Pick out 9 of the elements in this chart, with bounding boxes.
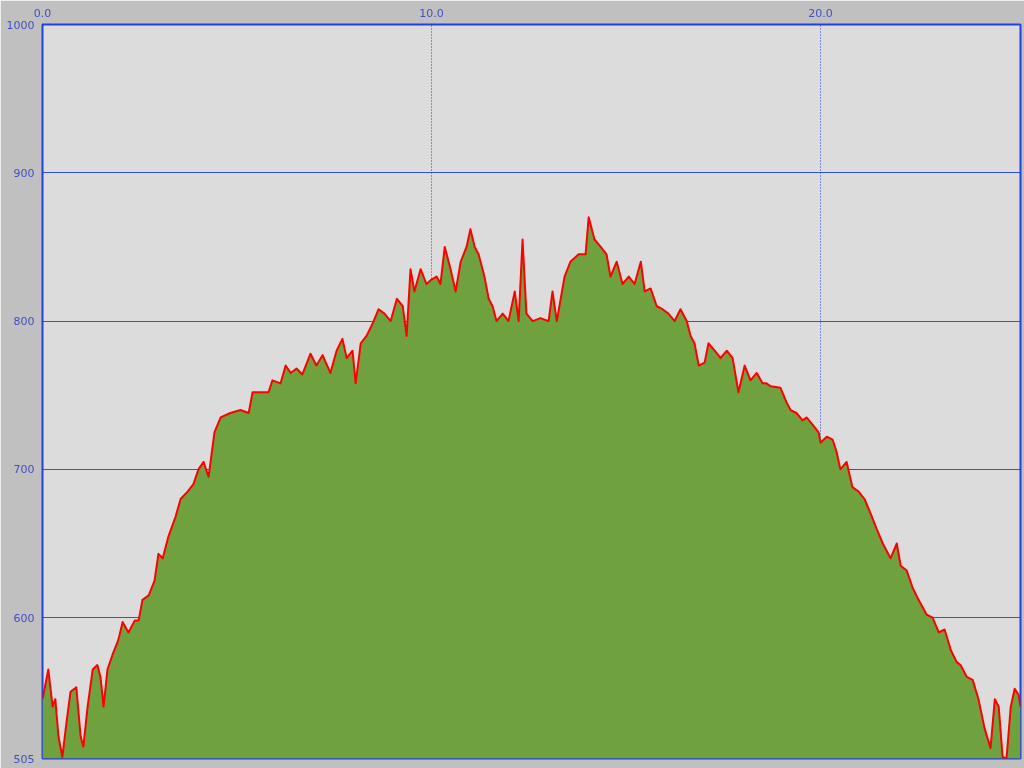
x-tick-label: 20.0	[808, 6, 833, 20]
x-tick-label: 0.0	[33, 6, 52, 20]
y-tick-label: 800	[13, 315, 35, 329]
y-tick-label: 1000	[6, 18, 35, 32]
y-tick-label: 700	[13, 463, 35, 477]
y-tick-label: 900	[13, 166, 35, 180]
y-tick-label: 505	[13, 752, 35, 766]
x-tick-label: 10.0	[419, 6, 444, 20]
y-tick-label: 600	[13, 611, 35, 625]
